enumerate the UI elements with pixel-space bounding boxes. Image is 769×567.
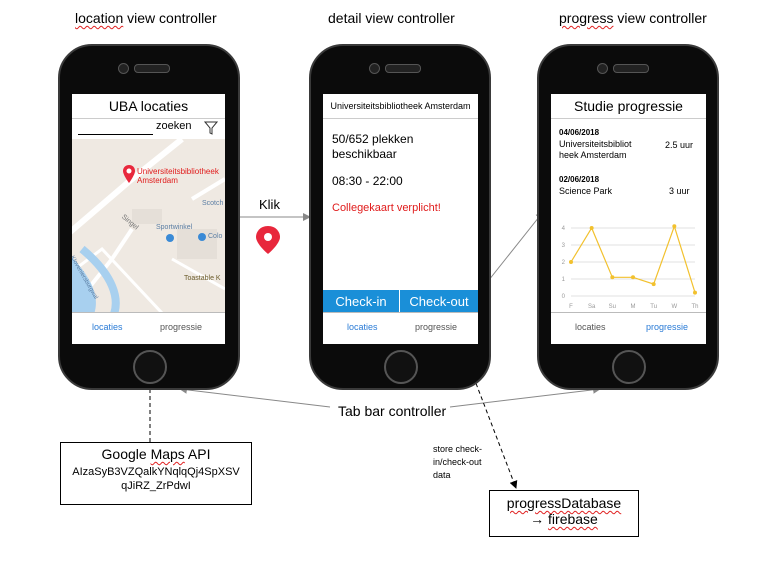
front-camera xyxy=(369,63,380,74)
chart-point xyxy=(589,226,594,230)
location-header: UBA locaties xyxy=(72,94,225,119)
entry-date: 02/06/2018 xyxy=(559,175,600,184)
map-label-sportwinkel: Sportwinkel xyxy=(156,224,193,231)
warning-text: Collegekaart verplicht! xyxy=(332,202,441,214)
entry-hours: 3 uur xyxy=(669,186,690,196)
tab-bar-controller-label: Tab bar controller xyxy=(338,403,447,419)
entry-place: Universiteitsbibliot heek Amsterdam xyxy=(559,139,632,160)
database-backend: → firebase xyxy=(530,511,598,527)
search-label: zoeken xyxy=(156,120,192,132)
chart-y-tick-label: 1 xyxy=(562,277,566,283)
front-camera xyxy=(597,63,608,74)
entry-date: 04/06/2018 xyxy=(559,128,600,137)
chart-x-tick-label: W xyxy=(671,304,677,310)
speaker xyxy=(385,64,421,73)
chart-series-line xyxy=(570,224,696,293)
map-label-toastable: Toastable K xyxy=(184,275,221,282)
chart-point xyxy=(693,290,697,295)
progress-chart: 0 1 2 3 4 F Sa Su M Tu W Th xyxy=(562,224,699,310)
map-view[interactable]: Universiteitsbibliotheek Amsterdam Scotc… xyxy=(72,139,225,313)
home-button[interactable] xyxy=(133,350,167,384)
phone-location: UBA locaties zoeken xyxy=(58,44,240,390)
speaker xyxy=(613,64,649,73)
map-label-colo: Colo xyxy=(208,233,223,240)
chart-y-tick-label: 3 xyxy=(562,243,566,249)
detail-screen: Universiteitsbibliotheek Amsterdam 50/65… xyxy=(323,94,478,344)
sportwinkel-poi-icon[interactable] xyxy=(166,234,174,242)
progress-screen: Studie progressie 04/06/2018 Universitei… xyxy=(551,94,706,344)
speaker xyxy=(134,64,170,73)
klik-label: Klik xyxy=(259,197,280,212)
title-location-view-controller: location view controller xyxy=(75,10,217,26)
chart-point xyxy=(672,224,677,229)
progress-tab-bar: locaties progressie xyxy=(551,312,706,344)
entry-place: Science Park xyxy=(559,186,613,196)
tab-progressie[interactable]: progressie xyxy=(160,322,203,332)
search-input[interactable] xyxy=(78,123,153,135)
check-in-button[interactable]: Check-in xyxy=(323,290,399,313)
chart-x-tick-label: Th xyxy=(691,304,698,310)
chart-x-tick-label: Su xyxy=(609,304,616,310)
home-button[interactable] xyxy=(384,350,418,384)
home-button[interactable] xyxy=(612,350,646,384)
tab-locaties[interactable]: locaties xyxy=(575,322,606,332)
title-detail-view-controller: detail view controller xyxy=(328,10,455,26)
tab-progressie[interactable]: progressie xyxy=(646,322,689,332)
detail-tab-bar: locaties progressie xyxy=(323,312,478,344)
tab-locaties[interactable]: locaties xyxy=(347,322,378,332)
api-key: AIzaSyB3VZQalkYNqlqQj4SpXSV qJiRZ_ZrPdwI xyxy=(72,466,240,492)
chart-y-tick-label: 2 xyxy=(562,260,566,266)
library-pin-icon[interactable] xyxy=(123,165,135,183)
store-data-label: store check- in/check-out data xyxy=(433,444,483,480)
database-name: progressDatabase xyxy=(506,495,622,511)
phone-progress: Studie progressie 04/06/2018 Universitei… xyxy=(537,44,719,390)
location-tab-bar: locaties progressie xyxy=(72,312,225,344)
colo-poi-icon[interactable] xyxy=(198,233,206,241)
chart-x-tick-label: Sa xyxy=(588,304,596,310)
chart-x-tick-label: Tu xyxy=(650,304,657,310)
library-map-label: Universiteitsbibliotheek Amsterdam xyxy=(137,167,219,185)
chart-y-tick-label: 0 xyxy=(562,294,566,300)
phone-detail: Universiteitsbibliotheek Amsterdam 50/65… xyxy=(309,44,491,390)
title-progress-view-controller: progress view controller xyxy=(559,10,707,26)
check-out-button[interactable]: Check-out xyxy=(400,290,478,313)
map-streets xyxy=(72,139,225,313)
front-camera xyxy=(118,63,129,74)
location-screen: UBA locaties zoeken xyxy=(72,94,225,344)
google-box-title: Google Maps API xyxy=(101,446,211,462)
chart-x-tick-label: F xyxy=(569,304,573,310)
chart-point xyxy=(569,260,573,264)
chart-x-tick-label: M xyxy=(631,304,636,310)
map-label-scotch: Scotch xyxy=(202,200,224,207)
detail-header: Universiteitsbibliotheek Amsterdam xyxy=(323,94,478,119)
klik-pin-icon xyxy=(256,226,280,254)
entry-hours: 2.5 uur xyxy=(665,140,694,150)
chart-point xyxy=(610,275,615,280)
chart-point xyxy=(631,275,635,280)
tabbar-arrow-left xyxy=(179,385,331,408)
filter-icon[interactable] xyxy=(204,121,218,135)
progress-database-box: progressDatabase → firebase xyxy=(489,490,639,537)
tab-progressie[interactable]: progressie xyxy=(415,322,458,332)
chart-point xyxy=(651,282,656,287)
opening-hours: 08:30 - 22:00 xyxy=(332,174,403,188)
google-maps-api-box: Google Maps API AIzaSyB3VZQalkYNqlqQj4Sp… xyxy=(60,442,252,505)
tabbar-arrow-right xyxy=(449,385,601,408)
places-available: 50/652 plekken beschikbaar xyxy=(332,132,414,161)
progress-header: Studie progressie xyxy=(551,94,706,119)
chart-y-tick-label: 4 xyxy=(562,226,566,232)
tab-locaties[interactable]: locaties xyxy=(92,322,123,332)
